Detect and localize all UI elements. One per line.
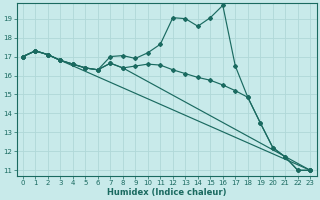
- X-axis label: Humidex (Indice chaleur): Humidex (Indice chaleur): [107, 188, 226, 197]
